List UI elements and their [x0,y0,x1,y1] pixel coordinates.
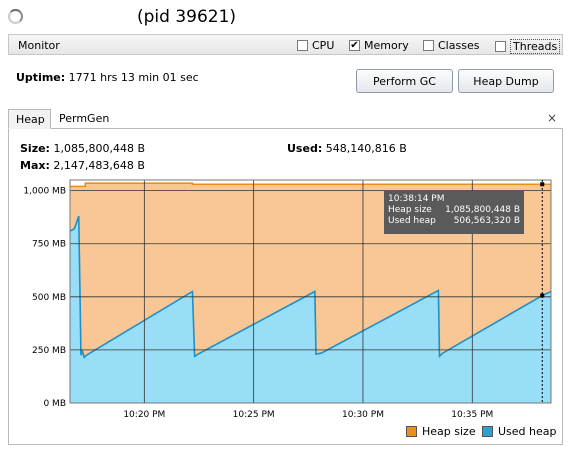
legend-used-heap: Used heap [482,425,557,438]
tooltip-heap-size-label: Heap size [388,205,432,215]
heap-size-label: Size: [20,142,50,155]
heap-size-stat: Size: 1,085,800,448 B [20,142,145,155]
tooltip-row-heap-size: Heap size 1,085,800,448 B [388,205,520,216]
cpu-checkbox[interactable]: CPU [297,39,334,52]
threads-checkbox-box[interactable] [495,41,506,52]
x-tick-label: 10:20 PM [123,410,165,420]
monitor-bar: Monitor CPU ✔ Memory Classes Threads [8,34,563,55]
perform-gc-button[interactable]: Perform GC [356,69,453,93]
uptime-label: Uptime: [16,71,66,84]
cpu-checkbox-label: CPU [312,39,335,52]
y-tick-label: 1,000 MB [23,187,66,197]
heap-used-stat: Used: 548,140,816 B [287,142,407,155]
tooltip-row-used-heap: Used heap 506,563,320 B [388,216,520,227]
heap-panel [8,129,563,445]
tab-permgen[interactable]: PermGen [59,112,110,125]
used-heap-swatch [482,426,493,437]
classes-checkbox-label: Classes [438,39,480,52]
legend-heap-size-label: Heap size [422,425,476,438]
cpu-checkbox-box[interactable] [297,40,308,51]
heap-max-stat: Max: 2,147,483,648 B [20,159,145,172]
y-tick-label: 250 MB [32,346,66,356]
loading-spinner-icon [8,9,23,24]
tooltip-used-heap-value: 506,563,320 B [453,216,520,226]
chart-tooltip: 10:38:14 PM Heap size 1,085,800,448 B Us… [384,191,524,234]
tooltip-time: 10:38:14 PM [388,194,445,204]
heap-max-value: 2,147,483,648 B [53,159,145,172]
heap-size-value: 1,085,800,448 B [53,142,145,155]
used-heap-area [70,216,551,403]
threads-checkbox[interactable]: Threads [495,39,561,54]
heap-size-swatch [406,426,417,437]
y-tick-label: 750 MB [32,240,66,250]
cursor-marker-heap [540,182,545,187]
y-tick-label: 0 MB [43,399,66,409]
tooltip-used-heap-label: Used heap [388,216,436,226]
tooltip-heap-size-value: 1,085,800,448 B [445,205,520,215]
x-tick-label: 10:25 PM [233,410,275,420]
heap-dump-button[interactable]: Heap Dump [458,69,554,93]
x-tick-label: 10:35 PM [451,410,493,420]
tab-strip: Heap PermGen × [8,109,563,129]
classes-checkbox[interactable]: Classes [423,39,479,52]
monitor-label: Monitor [18,39,60,52]
used-heap-line [69,215,552,359]
memory-checkbox-box[interactable]: ✔ [349,40,360,51]
tab-heap[interactable]: Heap [8,109,51,129]
threads-checkbox-label: Threads [510,39,561,54]
y-tick-label: 500 MB [32,293,66,303]
heap-max-label: Max: [20,159,50,172]
page-title: (pid 39621) [137,7,237,27]
classes-checkbox-box[interactable] [423,40,434,51]
legend-heap-size: Heap size [406,425,476,438]
uptime-value: 1771 hrs 13 min 01 sec [68,71,199,84]
uptime-readout: Uptime: 1771 hrs 13 min 01 sec [16,71,199,84]
heap-size-line [70,182,551,188]
plot-border [69,179,552,404]
legend-used-heap-label: Used heap [498,425,557,438]
memory-checkbox-label: Memory [364,39,409,52]
heap-used-label: Used: [287,142,323,155]
x-tick-label: 10:30 PM [342,410,384,420]
close-icon[interactable]: × [546,111,557,125]
heap-used-value: 548,140,816 B [325,142,407,155]
memory-checkbox[interactable]: ✔ Memory [349,39,409,52]
cursor-marker-used [540,293,545,298]
